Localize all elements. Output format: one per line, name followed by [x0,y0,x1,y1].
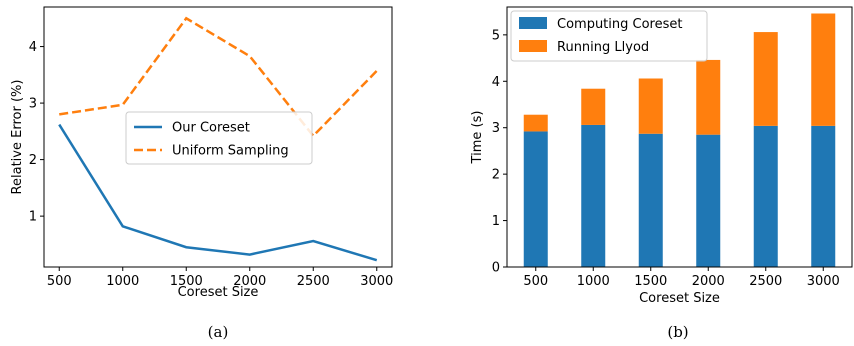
x-axis-label-a: Coreset Size [178,285,259,300]
bar-running-llyod [754,32,778,126]
legend-label-b: Computing Coreset [557,17,682,32]
x-tick-label-b: 2000 [692,274,725,289]
legend-swatch-b [519,17,547,29]
y-axis-label-b: Time (s) [470,111,485,165]
x-tick-label-b: 1000 [577,274,610,289]
bar-running-llyod [524,115,548,132]
bar-computing-coreset [754,126,778,267]
x-tick-label-b: 3000 [807,274,840,289]
bar-computing-coreset [639,134,663,267]
legend-swatch-b [519,40,547,52]
caption-a: (a) [208,323,229,341]
x-axis-label-b: Coreset Size [639,291,720,306]
x-tick-label-a: 1000 [106,274,139,289]
y-tick-label-b: 1 [492,214,500,229]
y-tick-label-b: 2 [492,168,500,183]
bar-running-llyod [581,89,605,125]
caption-b: (b) [667,323,688,341]
x-tick-label-b: 500 [523,274,548,289]
chart-time: 500 1000 1500 2000 2500 3000 0 1 2 3 4 5 Coreset Siz… [470,7,852,341]
bar-running-llyod [696,60,720,135]
y-tick-label-b: 3 [492,121,500,136]
legend-label-a: Uniform Sampling [172,144,289,159]
x-tick-label-b: 2500 [749,274,782,289]
x-tick-label-a: 2500 [297,274,330,289]
bar-computing-coreset [696,135,720,267]
y-tick-label-a: 3 [29,97,37,112]
y-axis-label-a: Relative Error (%) [10,80,25,195]
bar-running-llyod [639,79,663,134]
x-tick-label-a: 500 [47,274,72,289]
y-tick-label-b: 4 [492,75,500,90]
bar-computing-coreset [581,125,605,267]
y-tick-label-b: 0 [492,261,500,276]
bar-computing-coreset [811,126,835,267]
y-tick-label-b: 5 [492,28,500,43]
legend-label-b: Running Llyod [557,40,649,55]
y-tick-label-a: 1 [29,210,37,225]
bar-running-llyod [811,14,835,126]
x-tick-label-a: 3000 [360,274,393,289]
bar-computing-coreset [524,131,548,267]
x-tick-label-b: 1500 [634,274,667,289]
y-tick-label-a: 4 [29,40,37,55]
legend-label-a: Our Coreset [172,121,250,136]
y-tick-label-a: 2 [29,153,37,168]
